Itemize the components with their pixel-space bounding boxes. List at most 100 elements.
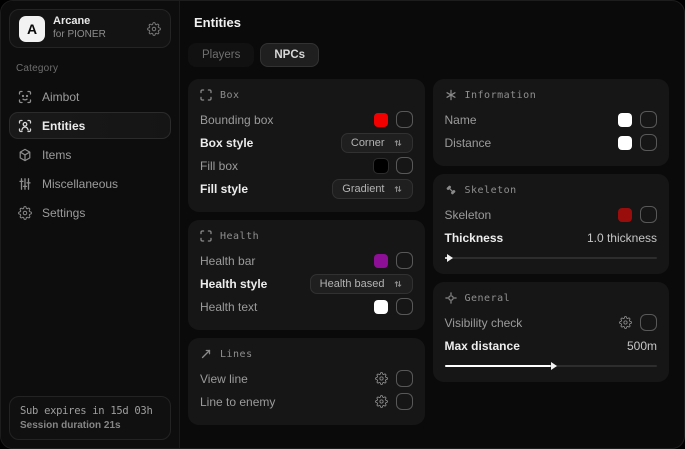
dropdown-value: Gradient [342, 182, 385, 195]
row-label: Skeleton [444, 207, 492, 222]
view-line-row: View line [200, 367, 413, 390]
unfold-arrows-icon [393, 279, 403, 289]
session-duration-text: Session duration 21s [20, 420, 121, 431]
box-style-dropdown[interactable]: Corner [340, 132, 413, 153]
tab-players[interactable]: Players [188, 43, 255, 67]
sidebar-item-settings[interactable]: Settings [9, 199, 171, 226]
health-brackets-icon [200, 230, 212, 242]
app-header: A Arcane for PIONER [9, 9, 171, 48]
visibility-check-checkbox[interactable] [640, 314, 657, 331]
sidebar-item-items[interactable]: Items [9, 141, 171, 168]
fill-style-dropdown[interactable]: Gradient [332, 178, 413, 199]
general-card: General Visibility check Max distance [432, 282, 669, 382]
crosshair-icon [444, 292, 457, 304]
lines-card: Lines View line Line to enemy [188, 338, 425, 425]
box-brackets-icon [200, 89, 212, 101]
sidebar-item-entities[interactable]: Entities [9, 112, 171, 139]
bounding-box-row: Bounding box [200, 108, 413, 131]
fill-box-checkbox[interactable] [395, 157, 413, 174]
max-distance-slider[interactable] [444, 361, 657, 370]
sub-expires-text: Sub expires in 15d 03h [20, 405, 153, 417]
sidebar-item-label: Miscellaneous [42, 176, 119, 191]
card-title: General [464, 292, 511, 304]
visibility-check-gear-icon[interactable] [619, 316, 632, 329]
slider-handle[interactable] [446, 253, 453, 262]
distance-color-swatch[interactable] [618, 135, 632, 150]
row-label: Thickness [444, 230, 504, 245]
sidebar: A Arcane for PIONER Category [1, 1, 180, 448]
right-column: Information Name Distance [432, 79, 669, 382]
sidebar-item-label: Items [42, 147, 72, 162]
card-title: Lines [220, 348, 253, 360]
line-to-enemy-gear-icon[interactable] [374, 395, 388, 408]
unfold-arrows-icon [393, 184, 403, 194]
card-title: Box [220, 89, 240, 101]
subscription-panel: Sub expires in 15d 03h Session duration … [9, 396, 171, 440]
row-label: Fill style [200, 181, 249, 196]
row-label: Health text [200, 299, 258, 314]
fill-box-row: Fill box [200, 154, 413, 177]
bone-icon [445, 184, 457, 196]
unfold-arrows-icon [393, 138, 403, 148]
health-text-color-swatch[interactable] [373, 299, 388, 314]
distance-checkbox[interactable] [640, 134, 657, 151]
slider-track [444, 256, 657, 259]
bounding-box-checkbox[interactable] [395, 111, 413, 128]
row-label: Box style [200, 135, 254, 150]
app-logo: A [19, 15, 45, 42]
health-card: Health Health bar Health style Health ba… [188, 220, 425, 330]
app-subtitle: for PIONER [53, 29, 106, 41]
skeleton-checkbox[interactable] [640, 206, 657, 223]
health-bar-checkbox[interactable] [395, 252, 413, 269]
row-label: Bounding box [200, 112, 274, 127]
name-color-swatch[interactable] [618, 112, 632, 127]
sidebar-item-label: Entities [42, 118, 86, 133]
entity-tabs: Players NPCs [188, 43, 669, 67]
sidebar-item-aimbot[interactable]: Aimbot [9, 83, 171, 110]
line-to-enemy-row: Line to enemy [200, 390, 413, 413]
health-text-row: Health text [200, 295, 413, 318]
tab-npcs[interactable]: NPCs [260, 43, 320, 67]
view-line-gear-icon[interactable] [374, 372, 388, 385]
slider-fill [444, 253, 453, 262]
dropdown-value: Health based [319, 277, 385, 290]
sidebar-nav: Aimbot Entities [9, 83, 171, 226]
slider-handle[interactable] [550, 361, 557, 370]
row-label: Line to enemy [200, 394, 276, 409]
visibility-check-row: Visibility check [445, 311, 657, 334]
health-bar-color-swatch[interactable] [373, 253, 388, 268]
header-gear-icon[interactable] [147, 21, 161, 36]
fill-box-color-swatch[interactable] [372, 157, 389, 174]
row-label: Max distance [444, 338, 520, 353]
card-title: Information [464, 89, 537, 101]
health-bar-row: Health bar [200, 249, 413, 272]
thickness-slider[interactable] [444, 253, 657, 262]
sidebar-item-miscellaneous[interactable]: Miscellaneous [9, 170, 171, 197]
settings-gear-icon [18, 205, 32, 220]
fill-style-row: Fill style Gradient [200, 177, 413, 200]
line-to-enemy-checkbox[interactable] [395, 393, 413, 410]
name-checkbox[interactable] [640, 111, 657, 128]
sidebar-item-label: Settings [42, 205, 86, 220]
bounding-box-color-swatch[interactable] [373, 112, 388, 127]
diagonal-line-icon [200, 348, 212, 360]
dropdown-value: Corner [350, 136, 385, 149]
app-titles: Arcane for PIONER [53, 15, 106, 41]
view-line-checkbox[interactable] [395, 370, 413, 387]
main-panel: Entities Players NPCs Box Bounding box [180, 1, 684, 448]
page-title: Entities [194, 15, 241, 30]
card-title: Health [220, 230, 260, 242]
entities-icon [18, 119, 32, 133]
row-label: Health bar [200, 253, 256, 268]
category-label: Category [16, 63, 59, 74]
miscellaneous-icon [18, 177, 32, 191]
health-text-checkbox[interactable] [395, 298, 413, 315]
health-style-dropdown[interactable]: Health based [309, 273, 413, 294]
name-row: Name [444, 108, 657, 131]
row-label: Name [444, 112, 477, 127]
skeleton-color-swatch[interactable] [618, 207, 632, 222]
box-style-row: Box style Corner [200, 131, 413, 154]
health-style-row: Health style Health based [200, 272, 413, 295]
distance-row: Distance [445, 131, 657, 154]
